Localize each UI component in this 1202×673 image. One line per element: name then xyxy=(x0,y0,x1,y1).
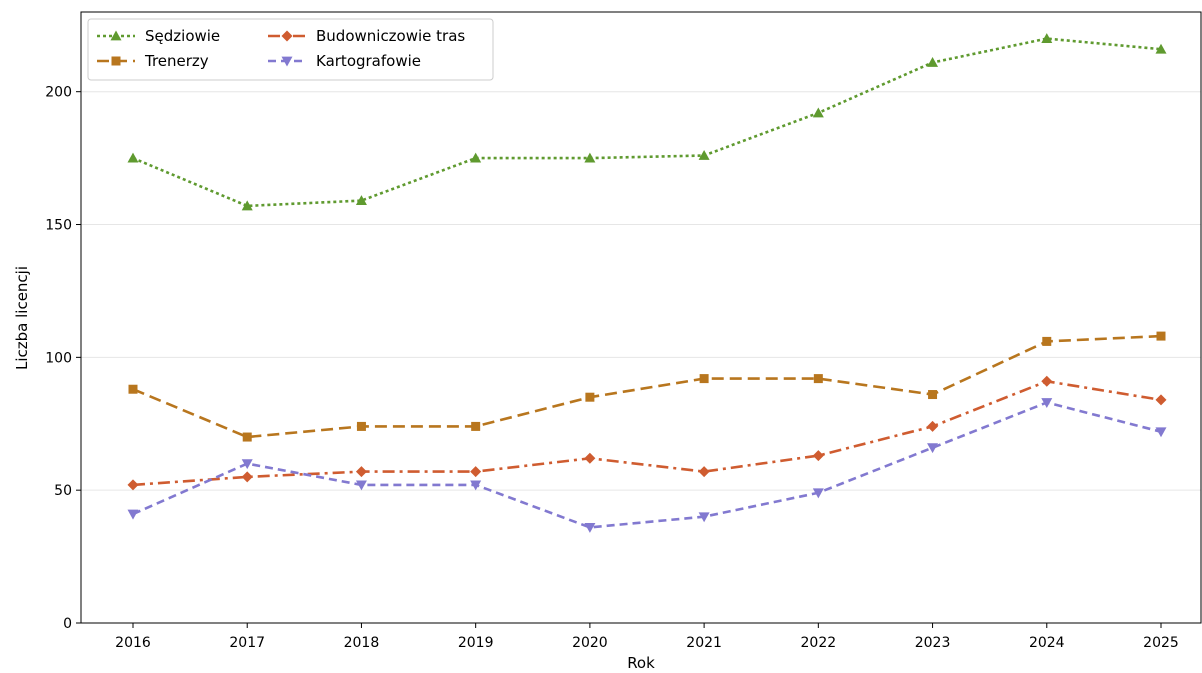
series-line xyxy=(132,37,1162,208)
x-axis-title: Rok xyxy=(627,654,655,672)
legend-item: Budowniczowie tras xyxy=(268,27,465,45)
data-point xyxy=(127,509,139,520)
data-point xyxy=(1042,336,1052,346)
y-axis-title: Liczba licencji xyxy=(13,266,31,370)
legend-item: Trenerzy xyxy=(97,52,209,70)
data-point xyxy=(470,466,482,478)
series-2 xyxy=(128,331,1166,442)
legend-marker xyxy=(111,56,121,66)
data-point xyxy=(699,374,709,384)
data-point xyxy=(927,420,939,432)
series-4 xyxy=(127,398,1167,533)
x-tick-label: 2016 xyxy=(115,635,151,651)
x-tick-label: 2023 xyxy=(915,635,951,651)
series-3 xyxy=(127,375,1167,491)
data-point xyxy=(241,471,253,483)
legend-label: Sędziowie xyxy=(145,27,220,45)
legend-item: Sędziowie xyxy=(97,27,220,45)
data-point xyxy=(1156,331,1166,341)
series-line xyxy=(132,334,1162,439)
x-tick-label: 2020 xyxy=(572,635,608,651)
data-point xyxy=(127,479,139,491)
data-point xyxy=(928,390,938,400)
legend-marker xyxy=(281,30,293,42)
legend-label: Trenerzy xyxy=(144,52,209,70)
y-tick-label: 50 xyxy=(54,483,72,499)
data-point xyxy=(355,195,367,206)
data-point xyxy=(585,392,595,402)
y-tick-label: 0 xyxy=(63,616,72,632)
legend-marker xyxy=(281,56,293,67)
data-point xyxy=(128,384,138,394)
data-point xyxy=(698,149,710,160)
data-point xyxy=(698,466,710,478)
legend-marker xyxy=(110,30,122,41)
data-point xyxy=(1041,375,1053,387)
data-point xyxy=(470,480,482,491)
data-point xyxy=(1155,43,1167,54)
data-point xyxy=(1041,398,1053,409)
legend-frame xyxy=(87,18,494,81)
x-tick-label: 2017 xyxy=(229,635,265,651)
legend-label: Kartografowie xyxy=(316,52,421,70)
data-point xyxy=(812,107,824,118)
data-point xyxy=(471,421,481,431)
x-tick-label: 2021 xyxy=(686,635,722,651)
y-tick-label: 150 xyxy=(45,218,72,234)
legend-item: Kartografowie xyxy=(268,52,421,70)
x-tick-label: 2025 xyxy=(1143,635,1179,651)
x-tick-label: 2024 xyxy=(1029,635,1065,651)
grid-layer xyxy=(81,91,1201,624)
series-layer xyxy=(127,33,1167,533)
data-point xyxy=(1155,394,1167,406)
data-point xyxy=(1155,427,1167,438)
plot-frame xyxy=(80,11,1202,624)
series-1 xyxy=(127,33,1167,211)
data-point xyxy=(927,56,939,67)
data-point xyxy=(356,421,366,431)
data-point xyxy=(470,152,482,163)
axis-layer: 0 50 100 150 200 2016 2017 2018 2019 2020 2021 2022… xyxy=(45,85,1179,651)
series-line xyxy=(132,379,1162,487)
data-point xyxy=(1041,33,1053,43)
data-point xyxy=(812,450,824,462)
series-line xyxy=(132,401,1162,529)
data-point xyxy=(127,152,139,163)
data-point xyxy=(584,452,596,464)
data-point xyxy=(927,443,939,454)
x-tick-label: 2018 xyxy=(344,635,380,651)
data-point xyxy=(584,152,596,163)
y-tick-label: 200 xyxy=(45,85,72,101)
data-point xyxy=(584,522,596,533)
data-point xyxy=(242,432,252,442)
legend-label: Budowniczowie tras xyxy=(316,27,465,45)
data-point xyxy=(355,466,367,478)
data-point xyxy=(812,488,824,499)
data-point xyxy=(813,374,823,384)
x-tick-label: 2019 xyxy=(458,635,494,651)
x-tick-label: 2022 xyxy=(801,635,837,651)
legend: Sędziowie Trenerzy Budowniczowie tras Karto… xyxy=(87,18,494,81)
data-point xyxy=(241,200,253,211)
data-point xyxy=(355,480,367,491)
data-point xyxy=(241,459,253,470)
y-tick-label: 100 xyxy=(45,350,72,366)
data-point xyxy=(698,512,710,523)
